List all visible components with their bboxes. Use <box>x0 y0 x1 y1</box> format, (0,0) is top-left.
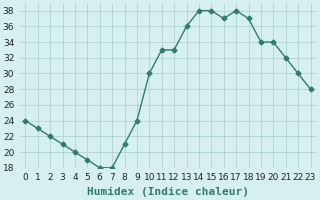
X-axis label: Humidex (Indice chaleur): Humidex (Indice chaleur) <box>87 187 249 197</box>
